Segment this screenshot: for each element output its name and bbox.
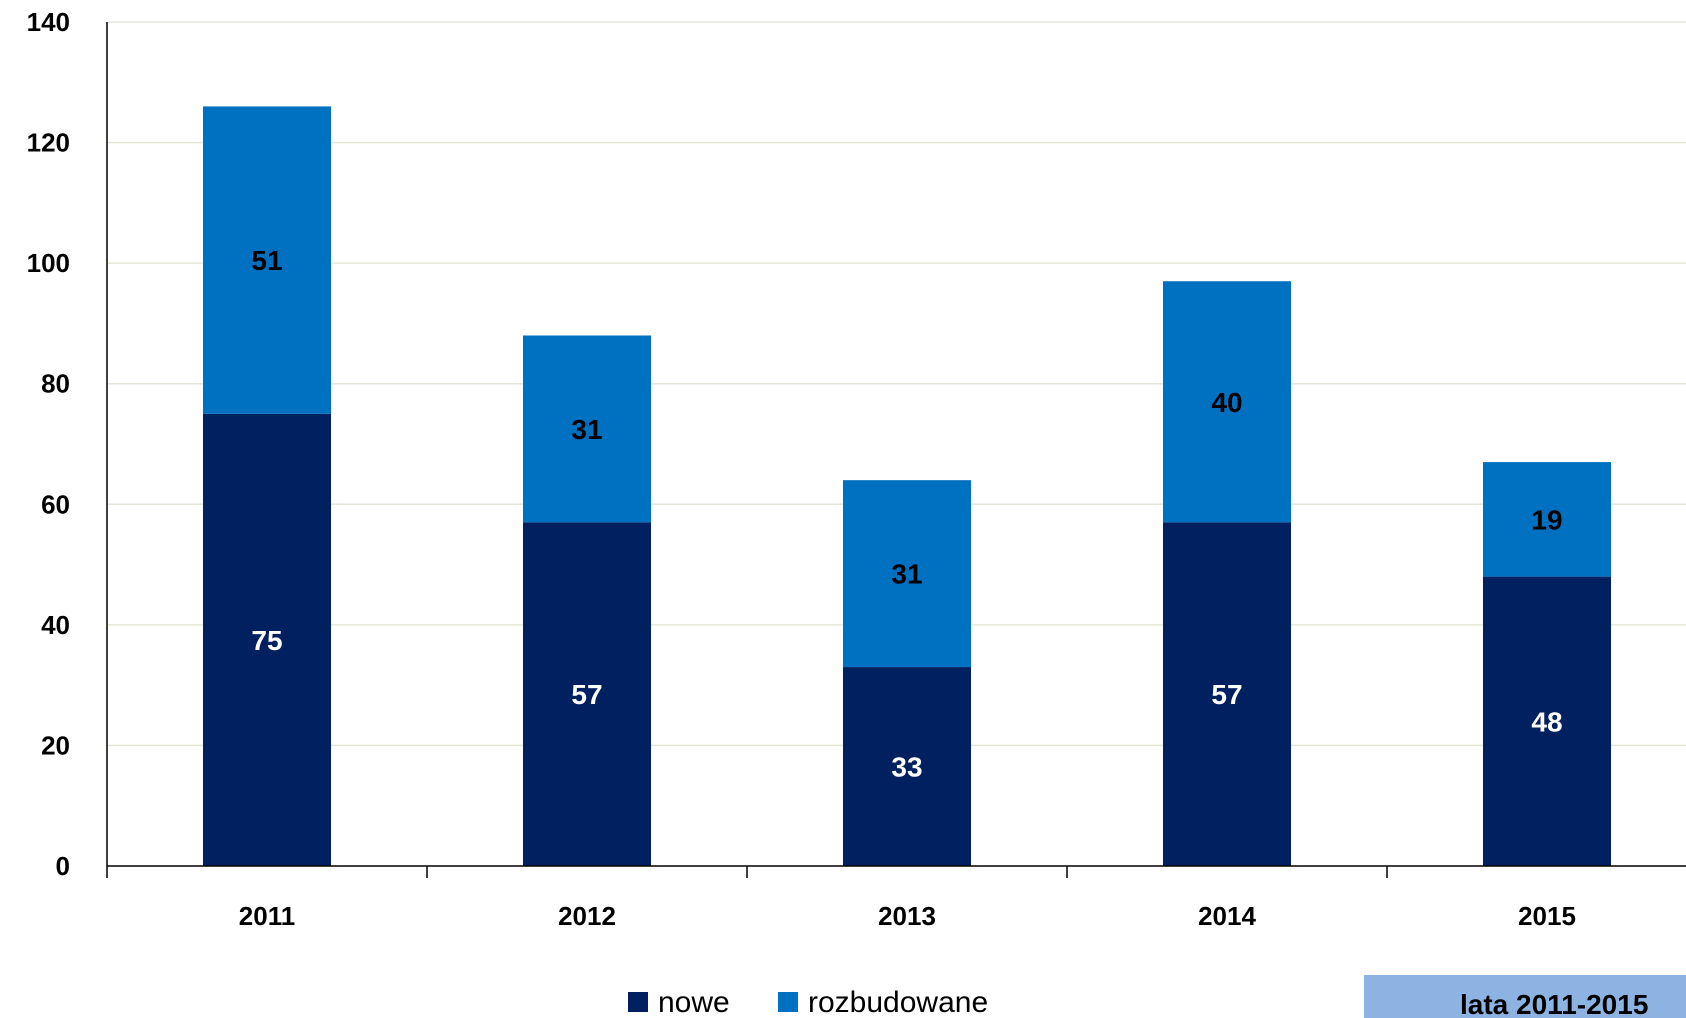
data-label-nowe: 48 (1531, 706, 1562, 737)
y-tick-label: 20 (41, 730, 70, 760)
data-label-nowe: 33 (891, 752, 922, 783)
data-label-rozbudowane: 40 (1211, 387, 1242, 418)
y-tick-label: 100 (27, 248, 70, 278)
bar-segment-rozbudowane (1163, 281, 1291, 523)
period-tab-label: lata 2011-2015 (1460, 989, 1649, 1018)
x-tick-label: 2012 (558, 901, 616, 931)
y-tick-label: 80 (41, 369, 70, 399)
bar-segment-nowe (1483, 576, 1611, 866)
legend-swatch-rozbudowane (778, 992, 798, 1012)
data-label-nowe: 57 (571, 679, 602, 710)
bar-segment-rozbudowane (523, 335, 651, 523)
data-label-rozbudowane: 19 (1531, 504, 1562, 535)
bar-segment-rozbudowane (1483, 462, 1611, 577)
period-tab: lata 2011-2015 (1364, 975, 1686, 1018)
y-tick-label: 120 (27, 128, 70, 158)
legend-swatch-nowe (628, 992, 648, 1012)
legend-label-rozbudowane: rozbudowane (808, 986, 988, 1018)
labels-group: 75 51 57 31 33 31 57 40 48 19 (251, 245, 1562, 782)
x-tick-label: 2015 (1518, 901, 1576, 931)
legend-label-nowe: nowe (658, 986, 730, 1018)
y-tick-label: 40 (41, 610, 70, 640)
x-tick-label: 2013 (878, 901, 936, 931)
data-label-rozbudowane: 31 (571, 414, 602, 445)
bar-segment-nowe (203, 413, 331, 866)
y-tick-label: 0 (56, 851, 70, 881)
bar-segment-rozbudowane (203, 106, 331, 414)
legend: nowe rozbudowane (628, 986, 988, 1018)
y-tick-label: 140 (27, 7, 70, 37)
data-label-nowe: 57 (1211, 679, 1242, 710)
y-tick-label: 60 (41, 489, 70, 519)
bar-segment-rozbudowane (843, 480, 971, 668)
bars-group (203, 106, 1611, 866)
axes: 0 20 40 60 80 100 120 140 2011 2012 2013 2014 2015 (27, 7, 1686, 931)
data-label-rozbudowane: 31 (891, 559, 922, 590)
data-label-nowe: 75 (251, 625, 282, 656)
bar-segment-nowe (523, 522, 651, 866)
data-label-rozbudowane: 51 (251, 245, 282, 276)
x-tick-label: 2011 (239, 901, 295, 931)
bar-segment-nowe (843, 667, 971, 866)
bar-segment-nowe (1163, 522, 1291, 866)
x-tick-label: 2014 (1198, 901, 1256, 931)
